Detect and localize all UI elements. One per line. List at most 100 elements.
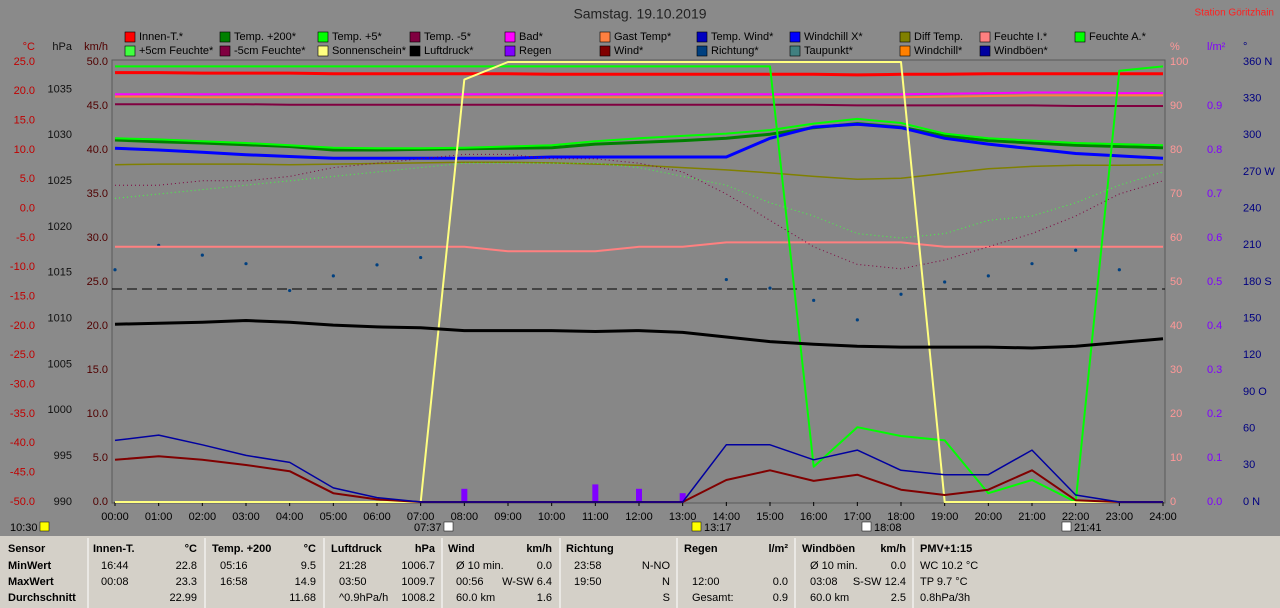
y-tick-label: 0.1 [1207,452,1222,464]
table-cell-value: 22.99 [169,592,197,604]
x-tick-label: 03:00 [232,511,260,523]
y-tick-label: 35.0 [87,188,108,200]
legend-label: -5cm Feuchte* [234,45,306,57]
marker-label: 07:37 [414,522,442,534]
table-header: Wind [448,543,475,555]
y-tick-label: 30.0 [87,232,108,244]
legend-swatch [504,31,516,43]
series-line [114,434,1163,503]
y-tick-label: 5.0 [93,452,108,464]
series-line [115,94,1163,99]
table-cell-time: 60.0 km [456,592,495,604]
y-tick-label: 1010 [48,313,72,325]
legend-label: Sonnenschein* [332,45,407,57]
legend-swatch [899,45,911,57]
legend-swatch [219,31,231,43]
table-cell-value: 11.68 [289,592,316,604]
legend-swatch [696,45,708,57]
legend-swatch [219,45,231,57]
y-tick-label: 50.0 [87,56,108,68]
x-tick-label: 11:00 [582,511,609,523]
table-header: Windböen [802,543,855,555]
legend-label: Gast Temp* [614,31,672,43]
x-tick-label: 20:00 [975,511,1003,523]
table-cell-time: 03:50 [339,576,367,588]
series-line [114,161,1164,181]
y-tick-label: 1020 [48,221,72,233]
y-tick-label: 60 [1243,423,1255,435]
y-tick-label: 120 [1243,349,1261,361]
series-line [115,71,1163,77]
table-header: Luftdruck [331,543,383,555]
table-cell-value: 14.9 [295,576,316,588]
x-tick-label: 21:00 [1018,511,1046,523]
table-cell-value: 1.6 [537,592,552,604]
y-tick-label: 90 O [1243,386,1267,398]
y-tick-label: 0.0 [93,496,108,508]
x-tick-label: 13:00 [669,511,697,523]
y-tick-label: 20 [1170,408,1182,420]
y-tick-label: 0 N [1243,496,1260,508]
y-tick-label: 10 [1170,452,1182,464]
y-tick-label: -15.0 [10,291,35,303]
legend-swatch [979,45,991,57]
legend-swatch [599,45,611,57]
series-dot [724,277,728,282]
x-tick-label: 17:00 [844,511,872,523]
y-tick-label: 1015 [48,267,72,279]
y-tick-label: -40.0 [10,437,35,449]
y-tick-label: -5.0 [16,232,35,244]
legend-swatch [979,31,991,43]
series-dot [244,262,248,266]
x-tick-label: 09:00 [494,511,522,523]
y-tick-label: -35.0 [10,408,35,420]
x-tick-label: 04:00 [276,511,304,523]
series-line [115,61,1163,503]
y-tick-label: 40.0 [87,144,108,156]
y-tick-label: 360 N [1243,56,1272,68]
marker-icon [691,521,702,532]
y-tick-label: 25.0 [14,56,35,68]
series-line [114,319,1164,350]
axis-unit: ° [1243,41,1247,53]
y-tick-label: 80 [1170,144,1182,156]
y-tick-label: 180 S [1243,276,1272,288]
table-cell-time: 00:08 [101,576,129,588]
x-tick-label: 02:00 [189,511,217,523]
x-tick-label: 24:00 [1149,511,1177,523]
table-cell-value: 22.8 [176,560,197,572]
y-tick-label: 150 [1243,313,1261,325]
y-tick-label: 60 [1170,232,1182,244]
y-tick-label: 270 W [1243,166,1275,178]
table-cell-value: 1006.7 [401,560,435,572]
series-dot [986,274,990,278]
table-unit: km/h [526,543,552,555]
x-tick-label: 14:00 [713,511,741,523]
marker-label: 10:30 [10,522,38,534]
y-tick-label: 990 [54,496,72,508]
legend-label: Innen-T.* [139,31,184,43]
series-line [114,122,1164,160]
marker-label: 18:08 [874,522,902,534]
series-line [115,65,1164,503]
table-cell-time: 60.0 km [810,592,849,604]
legend-swatch [124,31,136,43]
table-cell-value: 23.3 [176,576,197,588]
y-tick-label: 0.5 [1207,276,1222,288]
legend-swatch [317,31,329,43]
y-tick-label: 995 [54,450,72,462]
axis-unit: % [1170,41,1180,53]
series-dot [812,298,816,302]
legend-swatch [317,45,329,57]
table-unit: hPa [415,543,436,555]
y-tick-label: 1000 [48,404,72,416]
marker-label: 21:41 [1074,522,1102,534]
marker-icon [443,521,454,532]
table-cell-value: 0.0 [891,560,906,572]
series-dot [1074,248,1078,252]
table-header: PMV+1:15 [920,543,972,555]
y-tick-label: -25.0 [10,349,35,361]
table-cell-time: 05:16 [220,560,248,572]
series-bar [679,493,686,502]
